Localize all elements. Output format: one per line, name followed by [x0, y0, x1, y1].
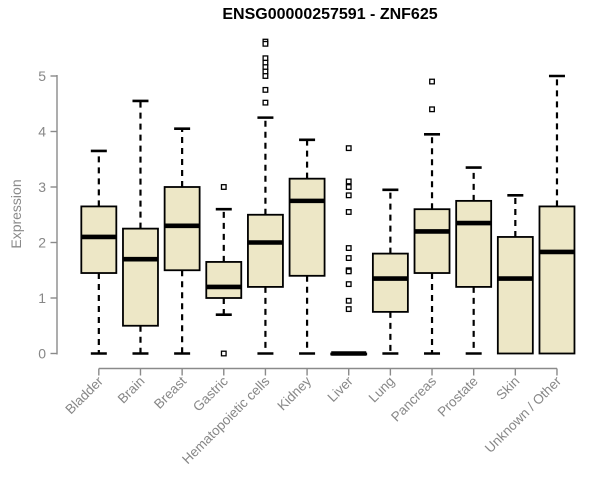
x-axis-category-label: Unknown / Other	[482, 373, 565, 456]
y-axis-tick-label: 5	[38, 68, 46, 84]
outlier-point	[345, 255, 352, 261]
box-rect	[205, 261, 243, 299]
box-rect	[163, 186, 201, 272]
box-group-lung	[371, 188, 409, 355]
box-group-hematopoietic-cells	[247, 38, 284, 355]
x-axis-category-label: Kidney	[274, 373, 314, 413]
y-axis-tick-label: 2	[38, 235, 46, 251]
outlier-point	[345, 281, 352, 288]
outlier-point	[345, 145, 352, 152]
y-axis-tick-label: 3	[38, 179, 46, 195]
y-axis-tick-label: 0	[38, 346, 46, 362]
outlier-point	[345, 192, 352, 199]
box-rect	[496, 236, 534, 355]
y-axis-tick-label: 4	[38, 124, 46, 140]
box-rect	[288, 177, 326, 277]
outlier-point	[262, 73, 269, 79]
outlier-point	[345, 297, 352, 304]
outlier-point	[345, 184, 352, 190]
outlier-point	[345, 268, 352, 275]
outlier-point	[220, 184, 227, 190]
outlier-point	[345, 306, 352, 313]
box-group-unknown-other	[538, 74, 576, 355]
box-rect	[122, 227, 159, 327]
x-axis-category-label: Skin	[493, 374, 522, 403]
box-group-brain	[122, 99, 159, 355]
box-rect	[80, 205, 118, 274]
x-axis-category-label: Breast	[151, 373, 189, 411]
outlier-point	[345, 178, 352, 185]
x-axis-category-label: Brain	[115, 374, 148, 407]
outlier-point	[429, 78, 435, 85]
x-axis-category-label: Prostate	[435, 374, 481, 420]
outlier-point	[345, 209, 352, 215]
outlier-point	[262, 86, 269, 93]
x-axis-category-label: Gastric	[190, 373, 231, 414]
box-group-prostate	[455, 166, 493, 355]
x-axis-category-label: Pancreas	[388, 373, 439, 424]
box-rect	[247, 213, 284, 288]
box-group-bladder	[80, 149, 118, 355]
box-rect	[371, 252, 409, 313]
box-group-liver	[330, 145, 368, 356]
outlier-point	[429, 106, 435, 113]
x-axis-category-label: Bladder	[62, 373, 106, 417]
x-axis-category-label: Lung	[366, 374, 398, 406]
box-group-gastric	[205, 184, 243, 357]
outlier-point	[345, 245, 352, 251]
box-rect	[538, 205, 576, 355]
outlier-point	[220, 350, 227, 357]
box-group-skin	[496, 194, 534, 355]
box-rect	[455, 199, 493, 288]
chart-title: ENSG00000257591 - ZNF625	[222, 6, 438, 23]
box-group-kidney	[288, 138, 326, 355]
box-group-pancreas	[413, 78, 451, 355]
y-axis-tick-label: 1	[38, 290, 46, 306]
box-rect	[413, 208, 451, 274]
box-group-breast	[163, 127, 201, 355]
x-axis-category-label: Liver	[325, 373, 357, 405]
outlier-point	[262, 99, 269, 106]
outlier-point	[262, 40, 269, 47]
